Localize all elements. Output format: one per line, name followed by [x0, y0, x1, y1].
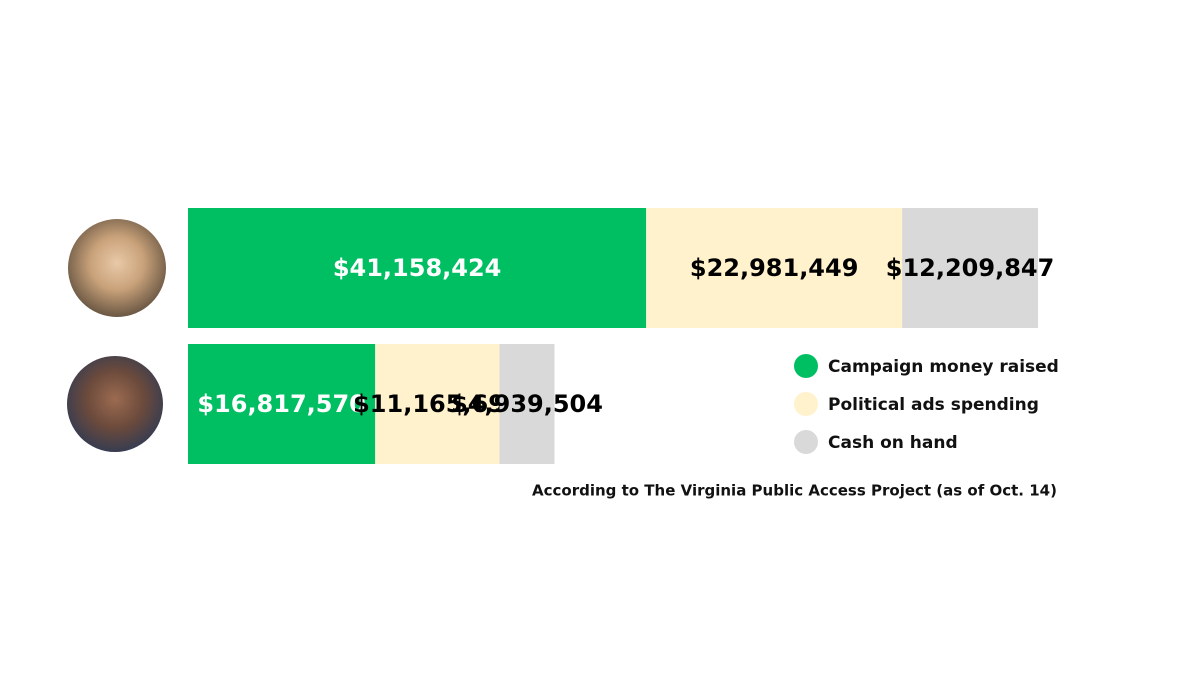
- bar-segment: [188, 344, 376, 464]
- candidate-photo: [67, 356, 163, 452]
- bar-segment: [646, 208, 903, 328]
- candidate-photo: [68, 219, 166, 317]
- legend-label: Political ads spending: [828, 395, 1039, 415]
- legend-swatch: [794, 354, 818, 378]
- bar-segment: [188, 208, 647, 328]
- bar-segment: [902, 208, 1038, 328]
- legend-swatch: [794, 430, 818, 454]
- value-label: $41,158,424: [333, 254, 502, 282]
- legend-label: Cash on hand: [828, 433, 958, 453]
- value-label: $12,209,847: [886, 254, 1055, 282]
- value-label: $22,981,449: [690, 254, 859, 282]
- bar-segment: [499, 344, 555, 464]
- value-label: $4,939,504: [451, 390, 603, 418]
- bars: $41,158,424 $22,981,449 $12,209,847 $16,817…: [188, 208, 1054, 464]
- legend-label: Campaign money raised: [828, 357, 1059, 377]
- legend-swatch: [794, 392, 818, 416]
- bar-segment: [375, 344, 500, 464]
- legend: Campaign money raised Political ads spend…: [794, 354, 1059, 454]
- source-note: According to The Virginia Public Access …: [532, 482, 1057, 500]
- value-label: $16,817,570: [197, 390, 366, 418]
- value-label: $11,165,699: [353, 390, 522, 418]
